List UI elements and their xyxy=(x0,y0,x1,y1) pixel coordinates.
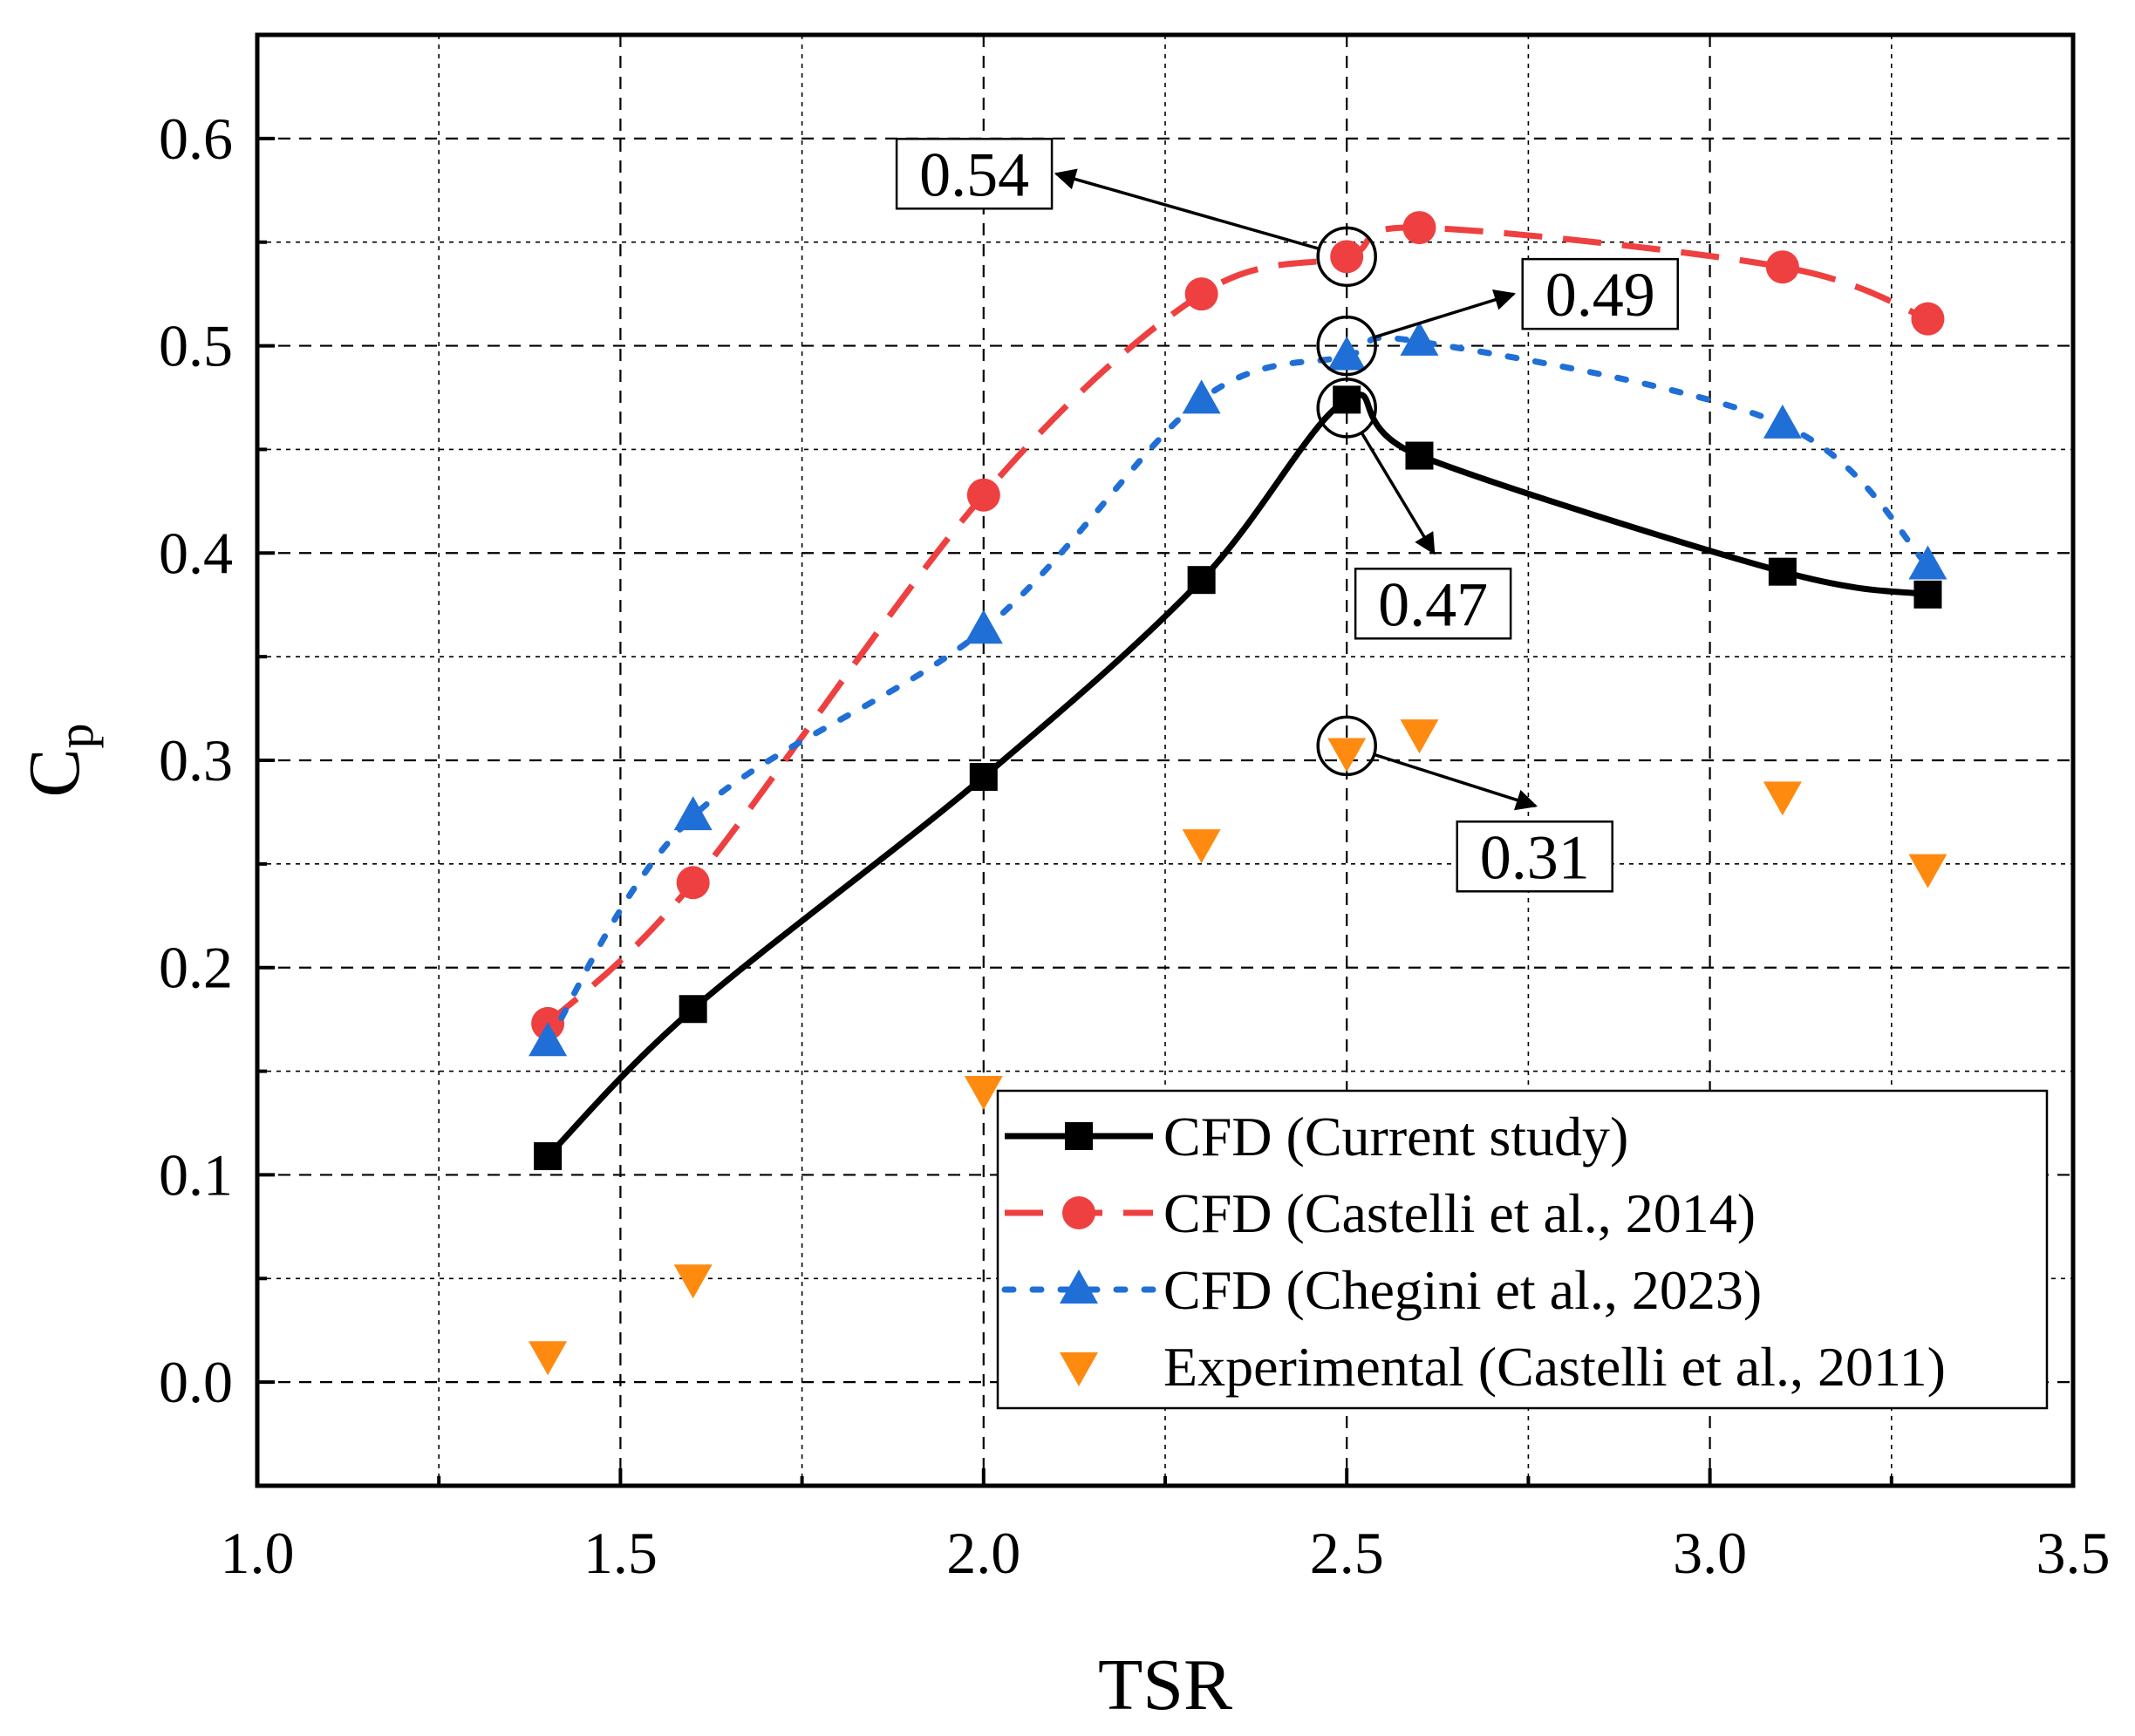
legend-label: Experimental (Castelli et al., 2011) xyxy=(1163,1336,1946,1398)
annotation-arrow xyxy=(1374,289,1517,339)
data-point xyxy=(1187,566,1216,595)
data-point xyxy=(1400,719,1439,754)
series-3 xyxy=(529,321,1947,1057)
data-point xyxy=(1333,385,1361,414)
annotation-circle xyxy=(1316,226,1377,288)
annotation-label: 0.49 xyxy=(1545,260,1655,330)
legend-label: CFD (Chegini et al., 2023) xyxy=(1163,1259,1762,1321)
series-line xyxy=(545,391,1928,1159)
annotation-4: 0.31 xyxy=(1316,715,1613,893)
annotation-3: 0.47 xyxy=(1316,378,1512,640)
data-point xyxy=(1763,404,1802,439)
data-point xyxy=(1913,580,1942,609)
annotation-circle xyxy=(1316,715,1377,777)
data-point xyxy=(1768,557,1797,586)
legend-item-3: CFD (Chegini et al., 2023) xyxy=(1001,1259,1762,1321)
legend-item-4: Experimental (Castelli et al., 2011) xyxy=(1060,1336,1946,1398)
plot-area xyxy=(529,211,1947,1376)
y-tick-label: 0.5 xyxy=(159,313,233,379)
y-tick-label: 0.0 xyxy=(159,1349,233,1415)
data-point xyxy=(969,763,998,792)
data-point xyxy=(1182,379,1221,414)
data-point xyxy=(1184,277,1218,311)
annotation-2: 0.49 xyxy=(1316,257,1679,377)
data-point xyxy=(964,1075,1003,1110)
data-point xyxy=(534,1142,563,1171)
legend-label: CFD (Castelli et al., 2014) xyxy=(1163,1182,1756,1244)
y-tick-label: 0.6 xyxy=(159,106,233,172)
annotation-box xyxy=(1456,820,1613,893)
legend-marker xyxy=(1062,1196,1095,1229)
annotation-1: 0.54 xyxy=(895,138,1377,288)
series-line xyxy=(544,334,1931,1045)
legend-item-1: CFD (Current study) xyxy=(1005,1106,1628,1168)
annotation-box xyxy=(1521,257,1679,330)
data-point xyxy=(529,1022,568,1057)
data-point xyxy=(1402,211,1436,245)
annotation-circle xyxy=(1316,378,1377,439)
series-4 xyxy=(529,719,1947,1376)
data-point xyxy=(673,796,713,831)
legend: CFD (Current study) CFD (Castelli et al.,… xyxy=(996,1089,2049,1410)
y-tick-label: 0.4 xyxy=(159,520,233,586)
annotation-box xyxy=(1354,568,1512,640)
series-1 xyxy=(534,385,1942,1171)
y-tick-label: 0.2 xyxy=(159,935,233,1001)
data-point xyxy=(1405,441,1434,470)
data-point xyxy=(1182,829,1221,864)
annotation-arrow xyxy=(1374,752,1538,811)
data-point xyxy=(1330,240,1364,274)
data-point xyxy=(966,478,1000,512)
legend-label: CFD (Current study) xyxy=(1163,1106,1628,1168)
data-point xyxy=(679,995,707,1024)
data-point xyxy=(1327,738,1367,773)
data-point xyxy=(964,609,1003,644)
annotations: 0.54 0.49 0.47 0.31 xyxy=(895,138,1679,893)
annotation-arrow xyxy=(1054,168,1320,250)
y-axis-label-main: C xyxy=(14,748,95,797)
annotation-arrow xyxy=(1360,432,1436,555)
annotation-label: 0.31 xyxy=(1480,822,1590,892)
x-tick-label: 3.5 xyxy=(2036,1520,2111,1586)
legend-item-2: CFD (Castelli et al., 2014) xyxy=(1005,1182,1756,1244)
data-point xyxy=(529,1341,568,1376)
data-point xyxy=(1908,545,1947,580)
x-tick-label: 1.5 xyxy=(583,1520,658,1586)
legend-marker xyxy=(1060,1352,1098,1386)
annotation-label: 0.47 xyxy=(1378,569,1488,639)
x-tick-label: 3.0 xyxy=(1673,1520,1747,1586)
annotation-label: 0.54 xyxy=(919,140,1029,209)
y-axis-label-sub: p xyxy=(47,723,104,748)
series-2 xyxy=(531,211,1945,1040)
legend-frame xyxy=(996,1089,2049,1410)
legend-marker xyxy=(1060,1270,1098,1304)
x-axis-label: TSR xyxy=(1098,1644,1232,1726)
data-point xyxy=(673,1264,713,1299)
y-axis-label: Cp xyxy=(14,723,104,797)
x-tick-label: 1.0 xyxy=(221,1520,295,1586)
series-line xyxy=(545,224,1929,1026)
data-point xyxy=(1911,302,1945,336)
annotation-box xyxy=(895,138,1054,210)
x-tick-label: 2.0 xyxy=(946,1520,1020,1586)
data-point xyxy=(1400,321,1439,356)
data-point xyxy=(1908,854,1947,888)
data-point xyxy=(1327,336,1367,371)
data-point xyxy=(676,866,710,900)
x-tick-label: 2.5 xyxy=(1310,1520,1384,1586)
data-point xyxy=(1763,781,1802,816)
data-point xyxy=(1765,250,1799,284)
y-tick-label: 0.3 xyxy=(159,727,233,793)
axis-ticks: 1.0 1.5 2.0 2.5 3.0 3.5 0.0 0.1 0.2 0.3 0.4 0.5 0.6 xyxy=(159,33,2111,1586)
y-tick-label: 0.1 xyxy=(159,1141,233,1208)
annotation-circle xyxy=(1316,315,1377,377)
legend-marker xyxy=(1065,1122,1093,1150)
